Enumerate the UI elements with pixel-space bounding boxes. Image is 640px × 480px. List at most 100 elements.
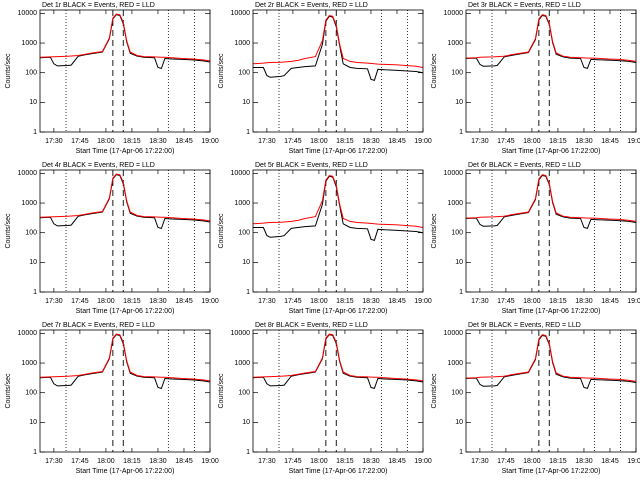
x-tick-label: 18:00: [523, 458, 541, 465]
y-tick-label: 10000: [231, 10, 251, 17]
x-tick-label: 17:30: [258, 458, 276, 465]
y-axis-label: Counts/sec: [218, 373, 225, 409]
x-tick-label: 18:45: [388, 458, 406, 465]
series-line: [465, 334, 637, 382]
x-axis-label: Start Time (17-Apr-06 17:22:00): [289, 468, 388, 475]
y-tick-label: 100: [238, 390, 250, 397]
x-tick-label: 18:45: [175, 298, 193, 305]
y-tick-label: 1: [33, 289, 37, 296]
y-tick-label: 10: [455, 419, 463, 426]
x-tick-label: 17:30: [471, 298, 489, 305]
x-tick-label: 19:00: [414, 298, 432, 305]
y-tick-label: 10: [29, 419, 37, 426]
y-tick-label: 10: [29, 99, 37, 106]
x-tick-label: 17:45: [284, 458, 302, 465]
chart-title: Det 1r BLACK = Events, RED = LLD: [42, 2, 155, 9]
x-tick-label: 18:30: [149, 298, 167, 305]
series-line: [253, 175, 424, 242]
y-tick-label: 1: [246, 129, 250, 136]
x-tick-label: 17:30: [471, 138, 489, 145]
series-line: [252, 333, 424, 382]
chart-title: Det 3r BLACK = Events, RED = LLD: [468, 2, 581, 9]
series-line: [465, 14, 637, 69]
x-axis-label: Start Time (17-Apr-06 17:22:00): [289, 148, 388, 155]
x-tick-label: 18:00: [310, 298, 328, 305]
x-tick-label: 18:30: [362, 298, 380, 305]
y-tick-label: 1: [33, 449, 37, 456]
y-tick-label: 1: [246, 289, 250, 296]
y-tick-label: 10: [455, 99, 463, 106]
x-tick-label: 18:45: [175, 458, 193, 465]
plot-frame: [252, 329, 424, 453]
x-tick-label: 17:30: [45, 138, 63, 145]
x-tick-label: 17:45: [71, 458, 89, 465]
y-tick-label: 100: [451, 230, 463, 237]
plot-frame: [39, 9, 211, 133]
y-axis-label: Counts/sec: [431, 53, 438, 89]
series-line: [39, 174, 211, 230]
x-tick-label: 19:00: [414, 138, 432, 145]
x-tick-label: 17:30: [258, 138, 276, 145]
plot-frame: [465, 169, 637, 293]
y-tick-label: 100: [25, 230, 37, 237]
y-tick-label: 10: [242, 259, 250, 266]
chart-title: Det 9r BLACK = Events, RED = LLD: [468, 322, 581, 329]
x-tick-label: 18:15: [336, 458, 354, 465]
y-axis-label: Counts/sec: [431, 213, 438, 249]
y-axis-label: Counts/sec: [5, 373, 12, 409]
plot-frame: [252, 169, 424, 293]
x-tick-label: 18:30: [149, 458, 167, 465]
x-tick-label: 18:00: [97, 138, 115, 145]
y-tick-label: 1: [459, 129, 463, 136]
x-tick-label: 17:45: [71, 138, 89, 145]
chart-title: Det 4r BLACK = Events, RED = LLD: [42, 162, 155, 169]
series-line: [39, 173, 211, 222]
x-tick-label: 19:00: [201, 298, 219, 305]
plot-frame: [39, 329, 211, 453]
y-tick-label: 100: [238, 230, 250, 237]
y-tick-label: 1000: [447, 360, 463, 367]
x-tick-label: 18:15: [336, 138, 354, 145]
series-line: [39, 13, 211, 62]
x-tick-label: 18:30: [149, 138, 167, 145]
x-tick-label: 17:30: [45, 298, 63, 305]
y-tick-label: 1: [459, 449, 463, 456]
x-tick-label: 18:00: [523, 138, 541, 145]
x-axis-label: Start Time (17-Apr-06 17:22:00): [502, 148, 601, 155]
y-tick-label: 10: [455, 259, 463, 266]
y-tick-label: 1000: [21, 40, 37, 47]
y-tick-label: 1: [33, 129, 37, 136]
y-tick-label: 1000: [21, 200, 37, 207]
x-tick-label: 17:45: [284, 298, 302, 305]
y-tick-label: 10000: [231, 170, 251, 177]
plot-frame: [39, 169, 211, 293]
y-tick-label: 1000: [447, 200, 463, 207]
series-line: [252, 174, 424, 228]
series-line: [39, 14, 211, 70]
y-tick-label: 1000: [447, 40, 463, 47]
x-tick-label: 18:45: [175, 138, 193, 145]
x-tick-label: 17:30: [45, 458, 63, 465]
x-tick-label: 17:45: [71, 298, 89, 305]
x-axis-label: Start Time (17-Apr-06 17:22:00): [502, 308, 601, 315]
x-tick-label: 18:00: [310, 138, 328, 145]
y-axis-label: Counts/sec: [218, 213, 225, 249]
x-tick-label: 18:30: [362, 458, 380, 465]
y-tick-label: 100: [451, 70, 463, 77]
x-tick-label: 18:30: [575, 138, 593, 145]
chart-title: Det 7r BLACK = Events, RED = LLD: [42, 322, 155, 329]
y-tick-label: 10000: [444, 10, 464, 17]
x-tick-label: 19:00: [627, 138, 640, 145]
x-tick-label: 18:30: [362, 138, 380, 145]
y-tick-label: 100: [25, 70, 37, 77]
y-tick-label: 1000: [234, 200, 250, 207]
x-tick-label: 18:15: [549, 458, 567, 465]
x-tick-label: 18:15: [549, 298, 567, 305]
y-tick-label: 100: [238, 70, 250, 77]
x-axis-label: Start Time (17-Apr-06 17:22:00): [76, 468, 175, 475]
x-axis-label: Start Time (17-Apr-06 17:22:00): [502, 468, 601, 475]
x-tick-label: 19:00: [414, 458, 432, 465]
series-line: [39, 334, 211, 390]
y-tick-label: 100: [25, 390, 37, 397]
